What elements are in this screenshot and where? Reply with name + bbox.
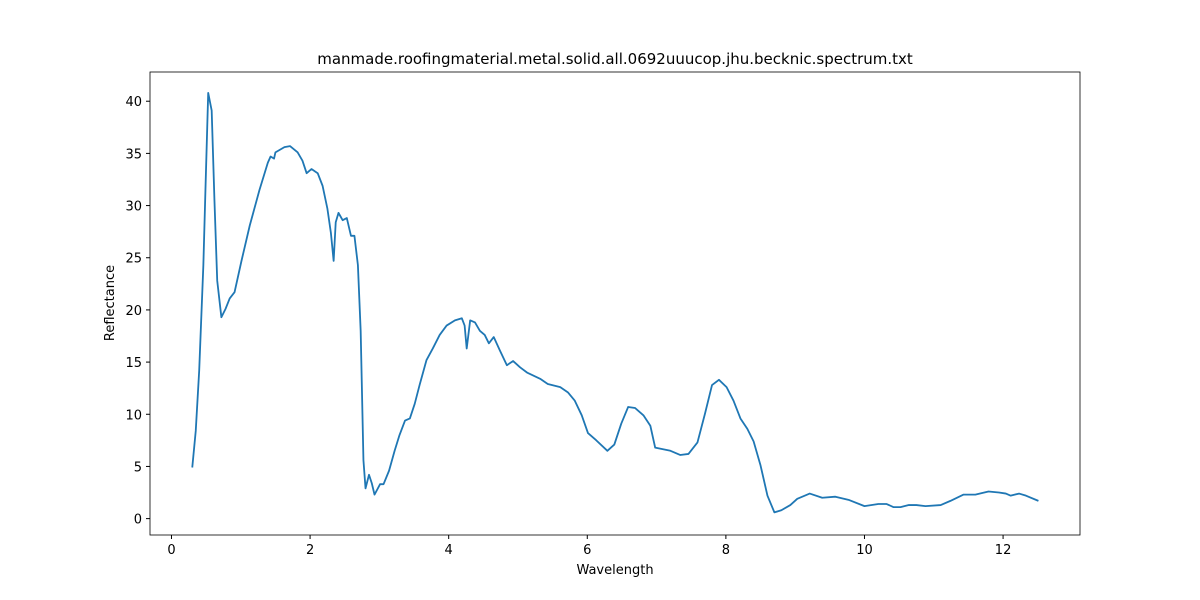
x-axis-label: Wavelength bbox=[576, 563, 653, 578]
y-axis-label: Reflectance bbox=[103, 265, 118, 341]
y-tick-label: 5 bbox=[134, 460, 142, 475]
y-tick-label: 10 bbox=[125, 408, 142, 423]
data-line bbox=[191, 91, 1039, 514]
x-tick-label: 12 bbox=[995, 543, 1012, 558]
y-tick-label: 40 bbox=[125, 95, 142, 110]
y-tick-label: 25 bbox=[125, 252, 142, 267]
y-tick-label: 30 bbox=[125, 200, 142, 215]
plot-frame bbox=[149, 71, 1081, 536]
x-tick-label: 4 bbox=[445, 543, 453, 558]
y-tick-label: 20 bbox=[125, 304, 142, 319]
x-tick-label: 0 bbox=[167, 543, 175, 558]
x-tick-label: 2 bbox=[306, 543, 314, 558]
y-tick-label: 15 bbox=[125, 356, 142, 371]
chart-title: manmade.roofingmaterial.metal.solid.all.… bbox=[317, 50, 913, 68]
y-tick-label: 35 bbox=[125, 147, 142, 162]
x-tick-label: 6 bbox=[583, 543, 591, 558]
y-tick-label: 0 bbox=[134, 513, 142, 528]
x-tick-label: 10 bbox=[856, 543, 873, 558]
x-tick-label: 8 bbox=[722, 543, 730, 558]
